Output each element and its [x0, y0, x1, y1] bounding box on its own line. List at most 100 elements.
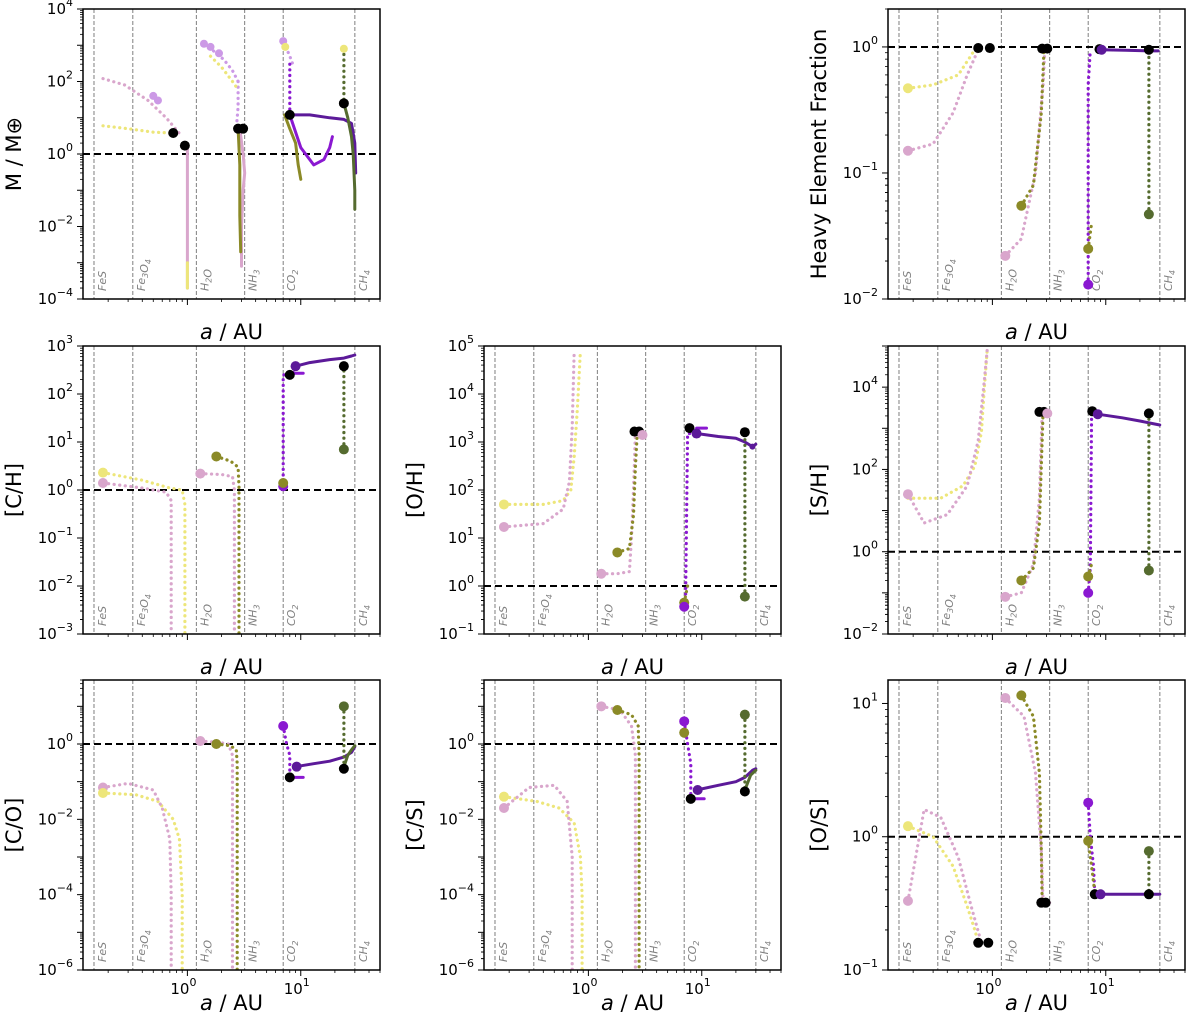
- series-oh-0: [502, 349, 583, 506]
- ice-label-H2O: H2O: [599, 940, 615, 962]
- ylabel-cs: [C/S]: [403, 799, 427, 850]
- ice-label-CH4: CH4: [1162, 605, 1177, 626]
- axes-frame-oh: [483, 345, 782, 635]
- marker-oh-6: [637, 429, 648, 440]
- axes-frame-cs: [483, 679, 782, 971]
- marker-sh-0: [902, 489, 913, 500]
- marker-co-7: [338, 701, 349, 712]
- ytick-label-heavy: 100: [852, 34, 878, 56]
- marker-cs-3: [612, 704, 623, 715]
- marker-heavy-7: [973, 43, 984, 54]
- marker-sh-10: [1143, 565, 1154, 576]
- marker-oh-2: [596, 568, 607, 579]
- ice-label-NH3: NH3: [1052, 940, 1067, 962]
- series-ch-4: [281, 364, 298, 488]
- ytick-label-sh: 100: [852, 539, 878, 561]
- xtick-label-co: 100: [170, 976, 196, 998]
- marker-mass-9: [206, 42, 215, 51]
- panel-ch: FeS Fe3O4 H2O NH3 CO2 CH4 10−3 10−2 10−1 100 101 10…: [2, 333, 381, 679]
- ice-label-NH3: NH3: [247, 940, 262, 962]
- plot-area-sh: FeS Fe3O4 H2O NH3 CO2 CH4: [888, 346, 1185, 634]
- marker-ch-9: [338, 361, 349, 372]
- ytick-label-oh: 10−1: [439, 621, 474, 643]
- ice-label-NH3: NH3: [247, 269, 262, 291]
- marker-oh-13: [749, 443, 756, 450]
- xtick-label-os: 101: [1089, 976, 1115, 998]
- xlabel-co: a / AU: [200, 991, 263, 1015]
- ytick-label-mass: 100: [47, 141, 73, 163]
- marker-cs-4: [679, 716, 690, 727]
- marker-cs-7: [692, 785, 703, 796]
- xtick-label-co: 101: [284, 976, 310, 998]
- ytick-label-co: 10−4: [38, 882, 73, 904]
- ytick-label-sh: 104: [852, 374, 878, 396]
- marker-cs-5: [679, 727, 690, 738]
- ytick-label-oh: 100: [448, 573, 474, 595]
- marker-mass-10: [214, 49, 223, 58]
- marker-mass-4: [284, 109, 295, 120]
- marker-cs-9: [739, 786, 750, 797]
- series-oh-3: [615, 430, 639, 555]
- ice-label-CO2: CO2: [686, 605, 701, 626]
- marker-heavy-8: [984, 43, 995, 54]
- marker-sh-2: [1016, 575, 1027, 586]
- ylabel-sh: [S/H]: [807, 464, 831, 517]
- ytick-label-cs: 10−6: [439, 957, 474, 979]
- series-os-5: [1086, 839, 1097, 895]
- ice-label-CO2: CO2: [686, 941, 701, 962]
- ice-label-CH4: CH4: [357, 270, 372, 291]
- marker-mass-1: [179, 140, 190, 151]
- marker-mass-0: [168, 127, 179, 138]
- ytick-label-oh: 102: [448, 477, 474, 499]
- series-co-3: [214, 742, 239, 970]
- series-mass-10: [288, 113, 334, 167]
- marker-sh-9: [1092, 409, 1103, 420]
- ice-label-NH3: NH3: [1052, 604, 1067, 626]
- ytick-label-mass: 102: [47, 69, 73, 91]
- xlabel-sh: a / AU: [1005, 655, 1068, 679]
- plot-area-mass: FeS Fe3O4 H2O NH3 CO2 CH4: [83, 9, 380, 299]
- ice-label-NH3: NH3: [247, 604, 262, 626]
- axes-frame-heavy: [887, 8, 1186, 300]
- ytick-label-ch: 102: [47, 381, 73, 403]
- ytick-label-os: 101: [852, 690, 878, 712]
- series-mass-11: [283, 113, 303, 181]
- plot-area-heavy: FeS Fe3O4 H2O NH3 CO2 CH4: [888, 9, 1185, 299]
- ice-label-FeS: FeS: [96, 606, 109, 626]
- series-co-2: [198, 739, 235, 970]
- marker-mass-7: [153, 96, 162, 105]
- marker-co-5: [284, 772, 295, 783]
- panel-cs: FeS Fe3O4 H2O NH3 CO2 CH4 10−6 10−4 10−2 100 100 10…: [403, 679, 782, 1015]
- marker-cs-2: [596, 701, 607, 712]
- ice-label-NH3: NH3: [648, 604, 663, 626]
- series-cs-2: [599, 704, 638, 970]
- ice-label-Fe3O4: Fe3O4: [135, 594, 153, 626]
- ytick-label-mass: 10−4: [38, 286, 73, 308]
- ytick-label-cs: 10−2: [439, 806, 474, 828]
- ice-label-Fe3O4: Fe3O4: [940, 259, 958, 291]
- marker-oh-1: [498, 521, 509, 532]
- marker-heavy-12: [1096, 44, 1107, 55]
- marker-heavy-0: [902, 83, 913, 94]
- ice-label-H2O: H2O: [1003, 269, 1019, 291]
- ice-label-FeS: FeS: [96, 942, 109, 962]
- axes-frame-co: [82, 679, 381, 971]
- marker-os-4: [1000, 692, 1011, 703]
- series-sh-2: [1003, 410, 1044, 599]
- series-ch-2: [198, 472, 236, 634]
- marker-heavy-2: [1000, 250, 1011, 261]
- ice-label-FeS: FeS: [497, 606, 510, 626]
- ytick-label-sh: 10−2: [843, 621, 878, 643]
- marker-ch-6: [284, 369, 295, 380]
- marker-os-11: [1095, 889, 1106, 900]
- plot-area-oh: FeS Fe3O4 H2O NH3 CO2 CH4: [484, 346, 781, 634]
- series-co-8: [342, 744, 357, 769]
- marker-os-2: [973, 937, 984, 948]
- ytick-label-mass: 104: [47, 0, 73, 18]
- series-heavy-3: [1019, 48, 1046, 208]
- series-sh-1: [906, 348, 989, 525]
- ice-label-FeS: FeS: [901, 942, 914, 962]
- panel-sh: FeS Fe3O4 H2O NH3 CO2 CH4 10−2 100 102 104 a / AU […: [807, 345, 1186, 679]
- ytick-label-oh: 104: [448, 381, 474, 403]
- series-mass-8: [281, 40, 295, 66]
